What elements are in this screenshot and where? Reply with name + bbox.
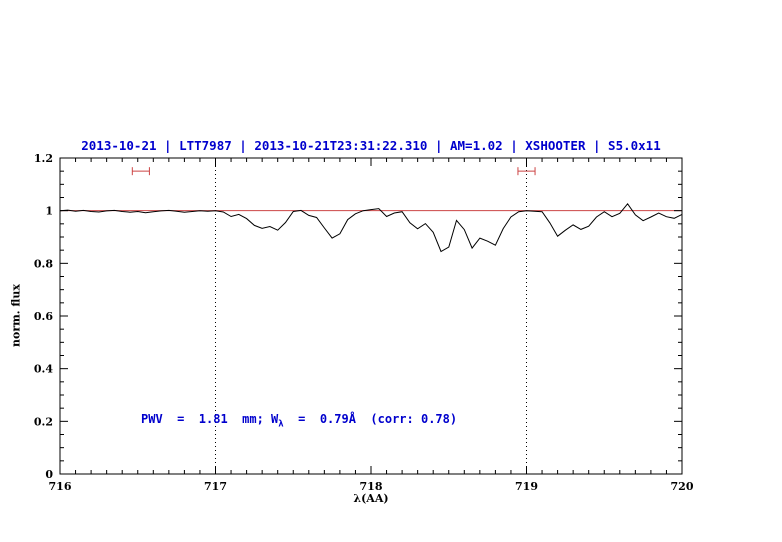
- plot-title: 2013-10-21 | LTT7987 | 2013-10-21T23:31:…: [81, 138, 661, 153]
- y-tick-label: 0.4: [34, 363, 53, 376]
- x-tick-label: 716: [49, 480, 72, 493]
- x-axis-label: λ(AA): [353, 492, 389, 505]
- spectrum-line: [59, 202, 683, 253]
- y-tick-label: 0.8: [34, 257, 53, 270]
- lambda-subscript: λ: [278, 419, 284, 430]
- y-axis-label: norm. flux: [9, 284, 23, 347]
- x-tick-label: 718: [360, 480, 383, 493]
- y-tick-label: 0: [45, 468, 53, 481]
- y-tick-label: 0.6: [34, 310, 53, 323]
- pwv-annotation: PWV = 1.81 mm; Wλ = 0.79Å (corr: 0.78): [141, 412, 457, 429]
- pwv-annotation-text-2: = 0.79Å (corr: 0.78): [283, 412, 458, 426]
- x-tick-label: 717: [204, 480, 227, 493]
- pwv-annotation-text: PWV = 1.81 mm; W: [141, 412, 279, 426]
- x-tick-label: 720: [671, 480, 694, 493]
- y-tick-label: 1: [45, 205, 53, 218]
- y-tick-label: 0.2: [34, 415, 53, 428]
- x-tick-label: 719: [515, 480, 538, 493]
- y-tick-label: 1.2: [34, 152, 53, 165]
